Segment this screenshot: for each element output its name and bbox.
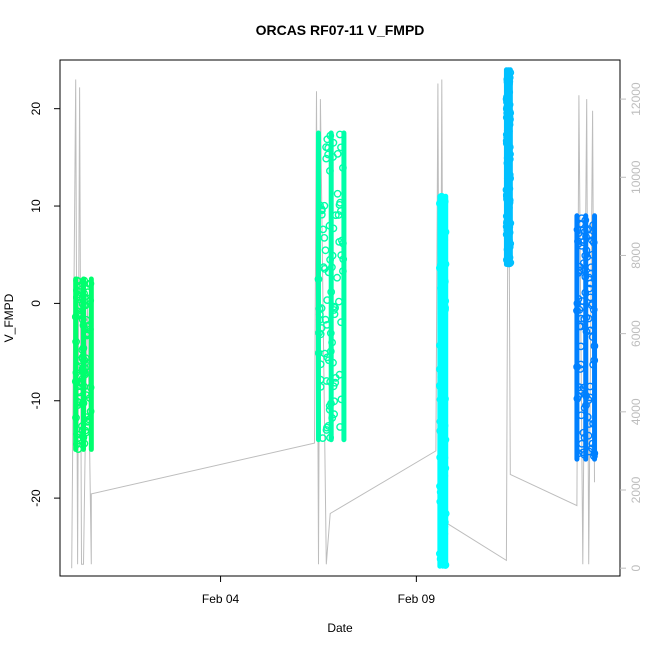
y2-tick-label: 2000	[629, 476, 643, 503]
x-tick-label: Feb 09	[398, 592, 436, 606]
data-point	[333, 273, 341, 282]
x-axis: Feb 04 Feb 09	[202, 576, 435, 606]
data-point	[320, 264, 329, 273]
data-point	[321, 246, 330, 255]
data-point	[333, 189, 342, 198]
y2-tick-label: 10000	[629, 160, 643, 194]
x-axis-label: Date	[327, 621, 353, 635]
series-4	[502, 67, 515, 268]
y-axis: -20 -10 0 10 20	[29, 102, 60, 507]
y2-axis: 0 2000 4000 6000 8000 10000 12000	[620, 82, 643, 572]
y-axis-label: V_FMPD	[2, 293, 16, 342]
y2-tick-label: 12000	[629, 82, 643, 116]
plot-frame	[59, 59, 621, 577]
y-tick-label: 0	[29, 300, 43, 307]
series-1	[71, 276, 95, 453]
y-tick-label: 10	[29, 199, 43, 213]
data-points-layer	[71, 67, 599, 569]
y2-tick-label: 4000	[629, 398, 643, 425]
altitude-trace-line	[71, 75, 595, 569]
y2-tick-label: 6000	[629, 320, 643, 347]
y2-tick-label: 8000	[629, 242, 643, 269]
y-tick-label: 20	[29, 102, 43, 116]
chart-title: ORCAS RF07-11 V_FMPD	[256, 22, 425, 38]
data-point	[334, 297, 343, 306]
y-tick-label: -20	[29, 489, 43, 507]
series-2	[314, 130, 348, 443]
data-point	[320, 233, 329, 242]
y-tick-label: -10	[29, 392, 43, 410]
series-5	[573, 213, 599, 462]
series-3	[435, 192, 450, 569]
y2-tick-label: 0	[629, 565, 643, 572]
altitude-trace-layer	[71, 75, 595, 569]
x-tick-label: Feb 04	[202, 592, 240, 606]
